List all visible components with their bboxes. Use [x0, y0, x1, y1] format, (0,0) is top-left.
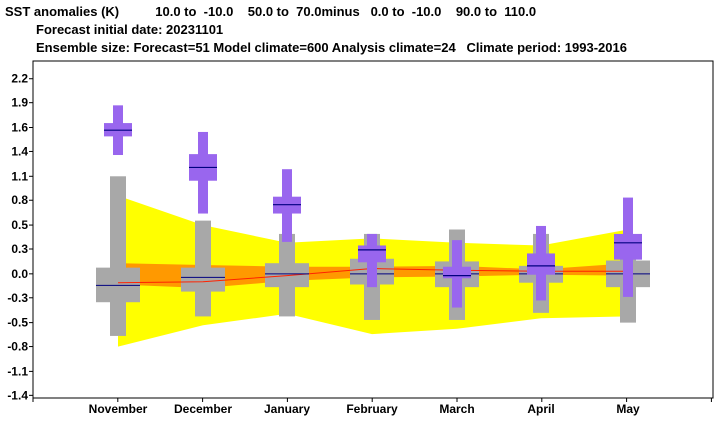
forecast-box [614, 197, 642, 297]
forecast-box [273, 169, 301, 242]
x-tick-label: May [616, 402, 640, 416]
forecast-box [443, 240, 471, 308]
y-tick-label: 0.0 [11, 267, 28, 281]
header-title: SST anomalies (K) 10.0 to -10.0 50.0 to … [5, 4, 537, 19]
y-tick-label: 0.8 [11, 193, 28, 207]
y-tick-label: 2.2 [11, 72, 28, 86]
y-axis: 2.2 1.9 1.6 1.4 1.1 0.8 0.5 0.3 0.0 -0.3 -0.5 -0.8 -… [7, 72, 33, 402]
forecast-box [104, 105, 132, 156]
y-tick-label: -1.1 [7, 364, 28, 378]
y-tick-label: 1.9 [11, 96, 28, 110]
x-axis: November December January February March Apri… [32, 398, 712, 416]
x-tick-label: November [89, 402, 148, 416]
y-tick-label: 1.1 [11, 169, 28, 183]
model-climate-whisker [110, 176, 126, 336]
model-climate-iqr [181, 267, 225, 292]
forecast-box [358, 233, 386, 288]
y-tick-label: -1.4 [7, 388, 28, 402]
y-tick-label: 0.5 [11, 218, 28, 232]
x-tick-label: December [174, 402, 232, 416]
model-climate-box [181, 220, 225, 317]
x-tick-label: February [346, 402, 398, 416]
forecast-iqr [527, 253, 555, 275]
y-tick-label: 0.3 [11, 242, 28, 256]
forecast-box [527, 225, 555, 301]
y-tick-label: -0.8 [7, 340, 28, 354]
plot-area [96, 105, 650, 347]
x-tick-label: March [439, 402, 474, 416]
forecast-iqr [358, 245, 386, 263]
plot-frame [32, 60, 714, 399]
y-tick-label: 1.4 [11, 144, 28, 158]
header-ensemble-info: Ensemble size: Forecast=51 Model climate… [36, 40, 627, 55]
forecast-iqr [443, 266, 471, 279]
y-tick-label: -0.5 [7, 316, 28, 330]
y-tick-label: -0.3 [7, 291, 28, 305]
forecast-iqr [614, 233, 642, 260]
forecast-box [189, 131, 217, 214]
y-tick-label: 1.6 [11, 121, 28, 135]
header-initial-date: Forecast initial date: 20231101 [36, 22, 224, 37]
x-tick-label: January [264, 402, 310, 416]
x-tick-label: April [527, 402, 554, 416]
